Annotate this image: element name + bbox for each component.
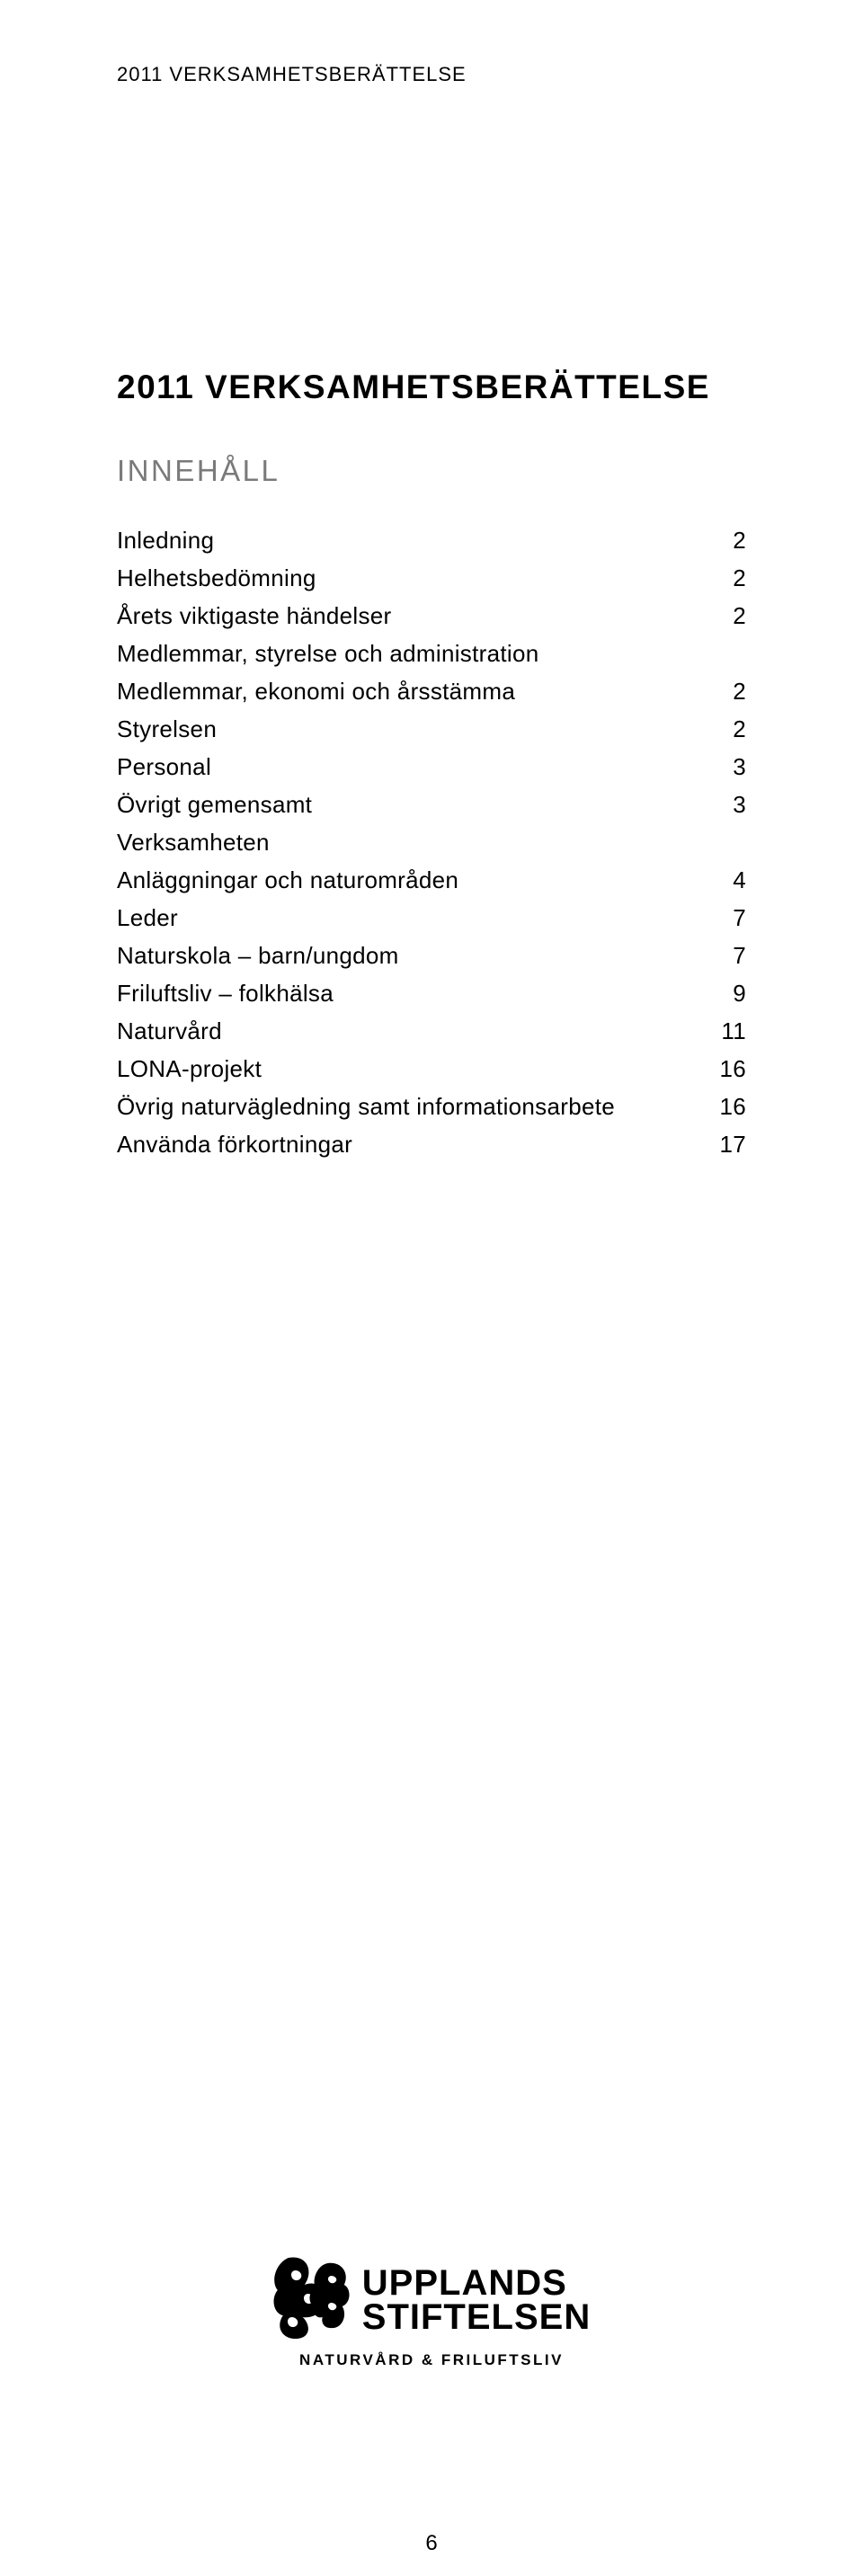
toc-page: 3 <box>701 748 746 786</box>
toc-page <box>701 635 746 672</box>
toc-row: Leder 7 <box>117 899 746 937</box>
toc-row: Övrig naturvägledning samt informationsa… <box>117 1088 746 1125</box>
toc-label: Leder <box>117 899 701 937</box>
toc-page: 2 <box>701 672 746 710</box>
toc-label: Anläggningar och naturområden <box>117 861 701 899</box>
document-page: 2011 VERKSAMHETSBERÄTTELSE 2011 VERKSAMH… <box>0 0 863 2576</box>
toc-label: Medlemmar, ekonomi och årsstämma <box>117 672 701 710</box>
subtitle-innehall: INNEHÅLL <box>117 454 280 488</box>
toc-label: Använda förkortningar <box>117 1125 701 1163</box>
toc-label: Övrigt gemensamt <box>117 786 701 823</box>
toc-label: Personal <box>117 748 701 786</box>
toc-page <box>701 823 746 861</box>
logo-row: UPPLANDS STIFTELSEN <box>272 2254 591 2346</box>
page-number: 6 <box>425 2531 437 2556</box>
toc-row: LONA-projekt 16 <box>117 1050 746 1088</box>
toc-row: Använda förkortningar 17 <box>117 1125 746 1163</box>
toc-label: Styrelsen <box>117 710 701 748</box>
table-of-contents: Inledning 2 Helhetsbedömning 2 Årets vik… <box>117 521 746 1163</box>
toc-row: Årets viktigaste händelser 2 <box>117 597 746 635</box>
toc-page: 3 <box>701 786 746 823</box>
toc-page: 7 <box>701 899 746 937</box>
toc-row: Övrigt gemensamt 3 <box>117 786 746 823</box>
toc-label: LONA-projekt <box>117 1050 701 1088</box>
toc-row: Medlemmar, ekonomi och årsstämma 2 <box>117 672 746 710</box>
toc-page: 4 <box>701 861 746 899</box>
toc-label: Naturvård <box>117 1012 701 1050</box>
toc-label: Inledning <box>117 521 701 559</box>
toc-page: 2 <box>701 597 746 635</box>
toc-page: 2 <box>701 521 746 559</box>
toc-label: Medlemmar, styrelse och administration <box>117 635 701 672</box>
toc-row: Verksamheten <box>117 823 746 861</box>
toc-page: 2 <box>701 559 746 597</box>
logo: UPPLANDS STIFTELSEN NATURVÅRD & FRILUFTS… <box>272 2254 591 2369</box>
toc-row: Naturskola – barn/ungdom 7 <box>117 937 746 974</box>
toc-page: 17 <box>701 1125 746 1163</box>
logo-mark-icon <box>272 2254 350 2341</box>
toc-row: Medlemmar, styrelse och administration <box>117 635 746 672</box>
toc-page: 2 <box>701 710 746 748</box>
toc-page: 11 <box>701 1012 746 1050</box>
toc-page: 16 <box>701 1088 746 1125</box>
logo-brand-line2: STIFTELSEN <box>362 2300 591 2334</box>
main-title: 2011 VERKSAMHETSBERÄTTELSE <box>117 369 710 406</box>
toc-label: Verksamheten <box>117 823 701 861</box>
toc-page: 7 <box>701 937 746 974</box>
toc-label: Helhetsbedömning <box>117 559 701 597</box>
toc-row: Personal 3 <box>117 748 746 786</box>
toc-row: Anläggningar och naturområden 4 <box>117 861 746 899</box>
logo-text: UPPLANDS STIFTELSEN <box>362 2266 591 2334</box>
toc-row: Inledning 2 <box>117 521 746 559</box>
toc-page: 16 <box>701 1050 746 1088</box>
toc-label: Friluftsliv – folkhälsa <box>117 974 701 1012</box>
toc-page: 9 <box>701 974 746 1012</box>
toc-label: Årets viktigaste händelser <box>117 597 701 635</box>
toc-label: Övrig naturvägledning samt informationsa… <box>117 1088 701 1125</box>
toc-row: Styrelsen 2 <box>117 710 746 748</box>
toc-row: Helhetsbedömning 2 <box>117 559 746 597</box>
logo-brand-line1: UPPLANDS <box>362 2266 567 2300</box>
running-header: 2011 VERKSAMHETSBERÄTTELSE <box>117 63 467 86</box>
toc-label: Naturskola – barn/ungdom <box>117 937 701 974</box>
toc-row: Naturvård 11 <box>117 1012 746 1050</box>
toc-row: Friluftsliv – folkhälsa 9 <box>117 974 746 1012</box>
logo-tagline: NATURVÅRD & FRILUFTSLIV <box>272 2351 591 2369</box>
